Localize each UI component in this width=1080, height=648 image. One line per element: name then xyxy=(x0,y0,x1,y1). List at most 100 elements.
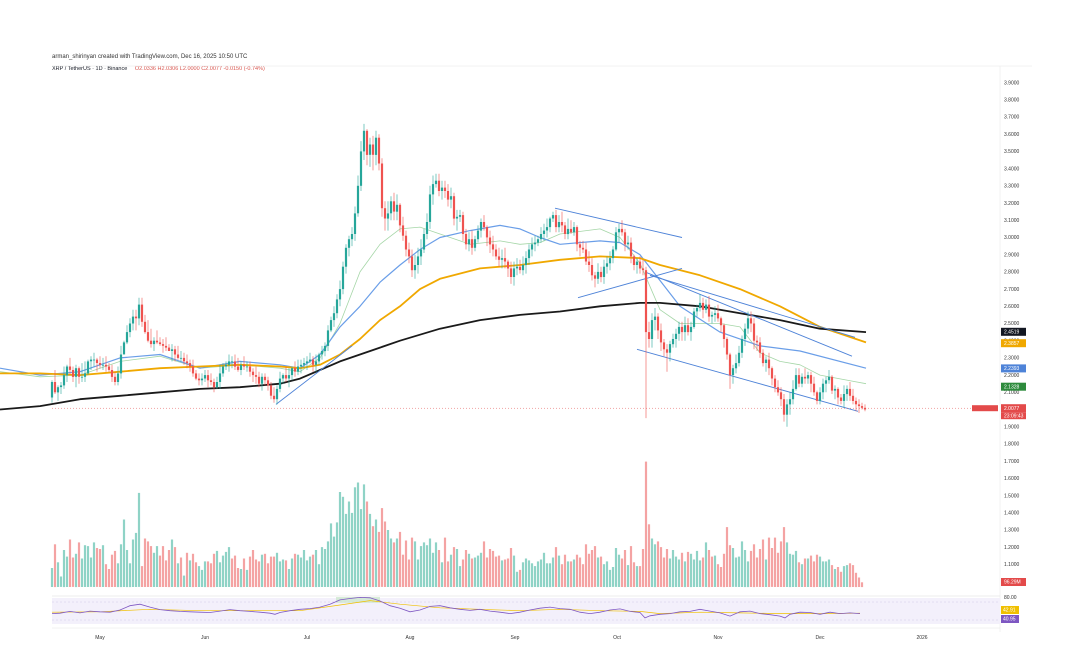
candle-body xyxy=(776,387,780,393)
candle-body xyxy=(140,304,144,322)
candle-body xyxy=(260,376,264,384)
candle-body xyxy=(566,228,570,235)
candle-body xyxy=(782,399,786,415)
volume-bar xyxy=(623,550,627,588)
volume-bar xyxy=(731,548,735,587)
volume-bar xyxy=(740,541,744,587)
volume-bar xyxy=(704,542,708,587)
trendline xyxy=(275,345,353,405)
candle-body xyxy=(275,388,279,400)
candle-body xyxy=(404,235,408,250)
trendline xyxy=(644,271,853,357)
candle-body xyxy=(419,249,423,257)
volume-bar xyxy=(761,539,765,587)
candle-body xyxy=(836,388,840,398)
candle-body xyxy=(770,368,774,379)
volume-bar xyxy=(86,546,90,587)
volume-bar xyxy=(434,542,438,587)
volume-bar xyxy=(107,569,111,588)
time-axis[interactable]: May Jun Jul Aug Sep Oct Nov Dec 2026 xyxy=(95,635,928,641)
price-tick-label: 3.4000 xyxy=(1004,166,1020,172)
volume-bar xyxy=(68,539,72,587)
candle-body xyxy=(113,376,117,382)
volume-bar xyxy=(557,555,561,587)
volume-bar xyxy=(83,545,87,587)
volume-bar xyxy=(50,568,54,587)
volume-bar xyxy=(758,549,762,587)
volume-bar xyxy=(737,556,741,587)
candle-body xyxy=(50,382,54,398)
volume-bar xyxy=(143,538,147,587)
candle-body xyxy=(815,392,819,401)
volume-bar xyxy=(650,538,654,587)
volume-bar xyxy=(311,554,315,587)
candle-body xyxy=(518,266,522,271)
volume-bar xyxy=(629,546,633,587)
time-tick-label: Sep xyxy=(511,635,520,641)
volume-bar xyxy=(368,513,372,588)
volume-bar xyxy=(599,556,603,587)
candle-body xyxy=(584,249,588,262)
candle-body xyxy=(101,364,105,366)
candle-body xyxy=(767,359,771,369)
volume-bar xyxy=(89,557,93,587)
volume-bar xyxy=(371,526,375,587)
candle-body xyxy=(473,239,477,248)
candle-body xyxy=(539,234,543,240)
candle-body xyxy=(587,261,591,265)
volume-bar xyxy=(236,568,240,587)
volume-bar xyxy=(857,577,861,587)
candle-body xyxy=(365,130,369,155)
candle-body xyxy=(695,308,699,312)
candle-body xyxy=(281,375,285,379)
time-tick-label: Oct xyxy=(613,635,621,641)
volume-bar xyxy=(656,541,660,587)
volume-bar xyxy=(188,560,192,587)
price-tick-label: 1.3000 xyxy=(1004,528,1020,534)
time-tick-label: Aug xyxy=(406,635,415,641)
volume-bar xyxy=(479,552,483,587)
rsi-tag-label: 42.91 xyxy=(1003,608,1016,614)
candle-body xyxy=(68,366,72,370)
candle-body xyxy=(647,332,651,339)
candle-body xyxy=(146,332,150,341)
price-tick-label: 3.0000 xyxy=(1004,235,1020,241)
candle-body xyxy=(617,228,621,233)
price-axis[interactable]: 3.9000 3.8000 3.7000 3.6000 3.5000 3.4000 3.30… xyxy=(1004,80,1020,568)
volume-bar xyxy=(659,547,663,587)
volume-bar xyxy=(269,556,273,587)
candle-body xyxy=(719,318,723,326)
countdown-box xyxy=(1001,412,1026,420)
volume-bar xyxy=(728,545,732,587)
candle-body xyxy=(107,366,111,370)
volume-bar xyxy=(692,559,696,587)
volume-bar xyxy=(359,509,363,587)
candle-body xyxy=(161,344,165,346)
symbol-name[interactable]: XRP / TetherUS · 1D · Binance xyxy=(52,66,128,72)
volume-bar xyxy=(233,555,237,587)
volume-bar xyxy=(845,565,849,587)
volume-bar xyxy=(722,553,726,588)
volume-bar xyxy=(710,556,714,587)
volume-bar xyxy=(218,562,222,587)
volume-bar xyxy=(461,559,465,587)
ma200-line xyxy=(0,302,867,411)
volume-bar xyxy=(263,553,267,588)
volume-bar xyxy=(476,555,480,587)
volume-bar xyxy=(266,563,270,588)
candle-body xyxy=(497,256,501,260)
trendline xyxy=(554,207,683,238)
volume-bar xyxy=(743,550,747,588)
candle-body xyxy=(812,383,816,393)
candle-body xyxy=(554,215,558,228)
candle-body xyxy=(596,271,600,279)
volume-bar xyxy=(404,540,408,587)
candle-body xyxy=(746,318,750,329)
volume-bar xyxy=(425,545,429,587)
volume-bar xyxy=(626,565,630,587)
volume-bar xyxy=(407,559,411,587)
candle-body xyxy=(470,239,474,248)
volume-bar xyxy=(380,508,384,587)
volume-bar xyxy=(677,559,681,587)
